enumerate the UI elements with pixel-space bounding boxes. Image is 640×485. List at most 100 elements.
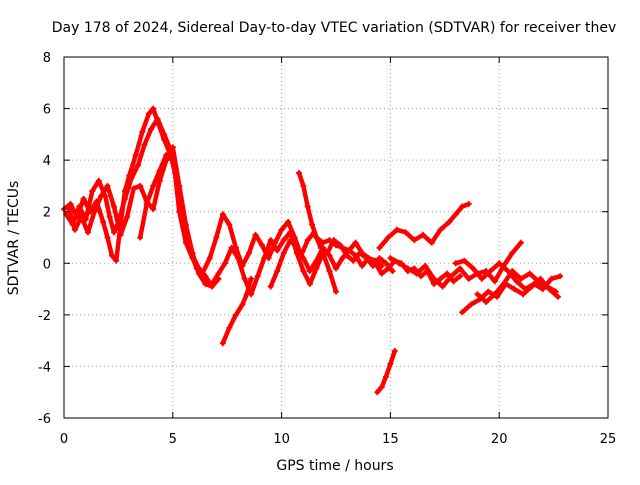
data-point-marker [219, 340, 226, 347]
data-point-marker [300, 255, 307, 262]
data-point-marker [346, 247, 353, 254]
data-point-marker [313, 257, 320, 264]
data-point-marker [278, 226, 285, 233]
series-band [388, 240, 524, 289]
data-point-marker [182, 229, 189, 236]
data-point-marker [487, 268, 494, 275]
data-point-marker [430, 275, 437, 282]
data-point-marker [293, 244, 300, 251]
data-point-marker [97, 193, 104, 200]
x-axis-label: GPS time / hours [276, 458, 393, 474]
data-point-marker [134, 162, 141, 169]
x-tick-label: 15 [382, 432, 399, 447]
data-point-marker [378, 270, 385, 277]
data-point-marker [413, 270, 420, 277]
data-point-marker [485, 288, 492, 295]
data-point-marker [113, 257, 120, 264]
series-band [220, 276, 254, 346]
data-point-marker [526, 270, 533, 277]
data-point-marker [417, 273, 424, 280]
data-point-marker [491, 278, 498, 285]
axis-ticks: 0 5 10 15 20 25 -6 -4 -2 0 2 4 6 8 [38, 51, 616, 447]
data-point-marker [385, 265, 392, 272]
data-point-marker [389, 268, 396, 275]
data-point-marker [457, 273, 464, 280]
data-point-marker [457, 265, 464, 272]
data-point-marker [511, 286, 518, 293]
data-point-marker [439, 283, 446, 290]
data-point-marker [411, 237, 418, 244]
series-band [296, 170, 384, 269]
data-point-marker [89, 188, 96, 195]
plot-frame [63, 56, 609, 419]
data-point-marker [300, 182, 307, 189]
data-point-marker [491, 291, 498, 298]
data-point-marker [108, 252, 115, 259]
data-point-marker [391, 347, 398, 354]
data-point-marker [378, 262, 385, 269]
data-point-marker [169, 157, 176, 164]
data-point-marker [387, 255, 394, 262]
data-point-marker [215, 270, 222, 277]
data-point-marker [339, 244, 346, 251]
y-tick-label: 0 [43, 257, 51, 272]
data-point-marker [528, 283, 535, 290]
data-point-marker [84, 229, 91, 236]
data-point-marker [150, 206, 157, 213]
data-point-marker [274, 247, 281, 254]
data-point-marker [422, 262, 429, 269]
data-point-marker [313, 234, 320, 241]
data-point-marker [241, 275, 248, 282]
data-point-marker [285, 219, 292, 226]
data-point-marker [478, 275, 485, 282]
data-point-marker [500, 280, 507, 287]
data-point-marker [552, 288, 559, 295]
data-series-group [61, 105, 564, 396]
data-series-trace-13 [452, 257, 564, 293]
data-point-marker [111, 229, 118, 236]
x-tick-label: 0 [60, 432, 68, 447]
x-tick-label: 5 [169, 432, 177, 447]
data-point-marker [428, 239, 435, 246]
data-point-marker [261, 255, 268, 262]
data-point-marker [76, 203, 83, 210]
data-point-marker [461, 257, 468, 264]
data-point-marker [239, 301, 246, 308]
data-point-marker [300, 268, 307, 275]
data-point-marker [252, 231, 259, 238]
chart-title: Day 178 of 2024, Sidereal Day-to-day VTE… [52, 20, 616, 36]
data-point-marker [306, 280, 313, 287]
data-point-marker [309, 221, 316, 228]
data-point-marker [143, 200, 150, 207]
data-point-marker [267, 237, 274, 244]
x-tick-label: 20 [491, 432, 508, 447]
data-point-marker [161, 131, 168, 138]
data-point-marker [544, 283, 551, 290]
data-point-marker [520, 291, 527, 298]
data-point-marker [359, 249, 366, 256]
data-point-marker [430, 280, 437, 287]
series-band [377, 201, 471, 251]
data-point-marker [287, 237, 294, 244]
data-point-marker [259, 242, 266, 249]
data-point-marker [228, 244, 235, 251]
data-point-marker [104, 234, 111, 241]
data-point-marker [350, 257, 357, 264]
y-axis-label: SDTVAR / TECUs [6, 181, 22, 296]
data-point-marker [383, 260, 390, 267]
data-point-marker [557, 273, 564, 280]
data-point-marker [222, 260, 229, 267]
data-point-marker [232, 311, 239, 318]
data-point-marker [78, 213, 85, 220]
data-point-marker [554, 293, 561, 300]
data-point-marker [448, 273, 455, 280]
data-point-marker [326, 237, 333, 244]
data-point-marker [313, 265, 320, 272]
data-point-marker [383, 373, 390, 380]
grid-lines [64, 57, 608, 418]
x-tick-label: 25 [600, 432, 617, 447]
data-point-marker [124, 213, 131, 220]
data-point-marker [213, 234, 220, 241]
data-point-marker [287, 229, 294, 236]
